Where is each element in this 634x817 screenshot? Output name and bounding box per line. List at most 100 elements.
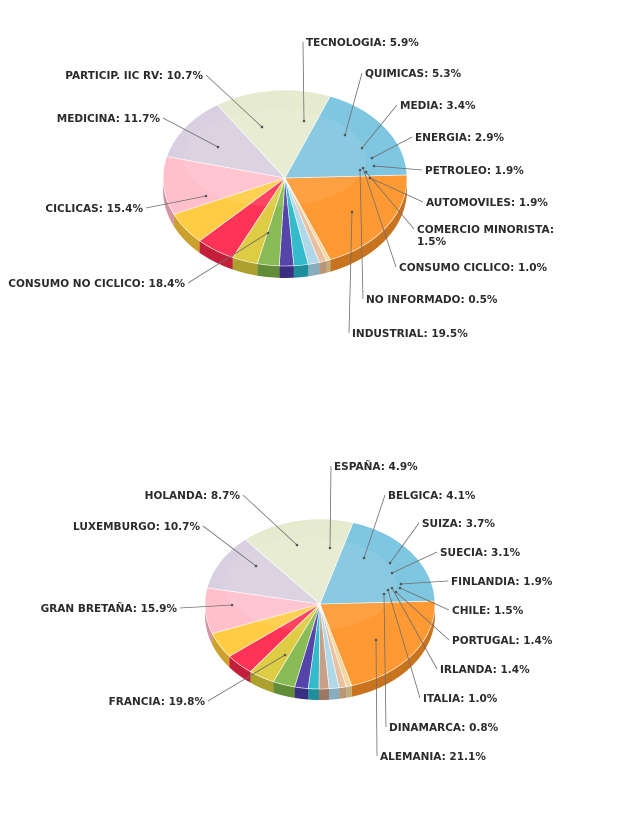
leader-dot-consumo-ciclico [361, 166, 365, 170]
leader-dot-gran-bretana [230, 603, 234, 607]
pie-side-italia [339, 686, 347, 699]
leader-dot-espana [328, 546, 332, 550]
leader-line-no-informado [359, 169, 364, 300]
data-label-quimicas: QUIMICAS: 5.3% [365, 68, 462, 80]
leader-line-alemania [375, 639, 378, 757]
leader-dot-particip-iic-rv [260, 125, 264, 129]
data-label-alemania: ALEMANIA: 21.1% [380, 751, 486, 763]
leader-dot-media [360, 146, 364, 150]
data-label-holanda: HOLANDA: 8.7% [145, 490, 241, 502]
leader-dot-suiza [388, 561, 392, 565]
data-label-espana: ESPAÑA: 4.9% [334, 460, 418, 473]
pie-side-no-informado [326, 259, 331, 273]
data-label-italia: ITALIA: 1.0% [423, 693, 498, 705]
pie-sides [163, 178, 407, 278]
leader-dot-no-informado [358, 168, 362, 172]
data-label-no-informado: NO INFORMADO: 0.5% [366, 294, 498, 306]
leader-dot-portugal [394, 590, 398, 594]
leader-dot-comercio-minorista [364, 170, 368, 174]
pie-side-espana [212, 633, 230, 668]
pie-side-suecia [273, 681, 295, 698]
leader-dot-consumo-no-ciclico [266, 231, 270, 235]
leader-dot-dinamarca [382, 592, 386, 596]
pie-side-tecnologia [173, 214, 200, 253]
pie-side-petroleo [279, 265, 294, 278]
leader-line-chile [399, 587, 450, 611]
pie-side-irlanda [329, 687, 340, 700]
leader-dot-chile [398, 586, 402, 590]
leader-line-luxemburgo [202, 525, 257, 567]
pie-side-media [232, 257, 258, 276]
leader-line-gran-bretana [179, 604, 233, 609]
data-label-comercio-minorista-line2: 1.5% [417, 236, 447, 248]
leader-dot-ciclicas [204, 194, 208, 198]
data-label-tecnologia: TECNOLOGIA: 5.9% [306, 37, 419, 49]
data-label-consumo-no-ciclico: CONSUMO NO CICLICO: 18.4% [8, 278, 185, 290]
data-label-particip-iic-rv: PARTICIP. IIC RV: 10.7% [65, 70, 203, 82]
pie-labels: ALEMANIA: 21.1% DINAMARCA: 0.8% ITALIA: 1.… [41, 460, 553, 763]
leader-line-suiza [389, 522, 420, 564]
leader-line-francia [207, 654, 286, 702]
data-label-consumo-ciclico: CONSUMO CICLICO: 1.0% [399, 262, 548, 274]
data-label-industrial: INDUSTRIAL: 19.5% [352, 328, 468, 340]
leader-line-dinamarca [383, 593, 387, 728]
leader-line-irlanda [391, 587, 438, 670]
leader-line-espana [329, 465, 332, 549]
data-label-petroleo: PETROLEO: 1.9% [425, 165, 524, 177]
data-label-gran-bretana: GRAN BRETAÑA: 15.9% [41, 602, 178, 615]
pie-slice-medicina [166, 104, 286, 179]
data-label-automoviles: AUTOMOVILES: 1.9% [426, 197, 548, 209]
data-label-suecia: SUECIA: 3.1% [440, 547, 521, 559]
pie-side-chile [308, 688, 319, 700]
leader-dot-holanda [295, 543, 299, 547]
data-label-luxemburgo: LUXEMBURGO: 10.7% [73, 521, 200, 533]
pie-side-industrial [330, 178, 407, 272]
leader-dot-francia [283, 653, 287, 657]
data-label-ciclicas: CICLICAS: 15.4% [45, 203, 143, 215]
pie-slices [204, 518, 436, 690]
pie-highlight [223, 537, 397, 631]
pie-slice-luxemburgo [206, 539, 321, 605]
leader-line-portugal [395, 591, 450, 641]
data-label-suiza: SUIZA: 3.7% [422, 518, 495, 530]
leader-dot-industrial [350, 210, 354, 214]
pie-side-comercio-minorista [308, 262, 320, 277]
leader-line-media [361, 104, 398, 149]
pie-side-automoviles [293, 264, 309, 278]
pie-side-alemania [351, 604, 435, 697]
pie-side-holanda [205, 604, 213, 645]
pie-side-portugal [318, 688, 330, 701]
leader-line-italia [387, 589, 421, 699]
pie-side-quimicas [199, 240, 233, 270]
pie-side-suiza [250, 671, 274, 693]
leader-line-belgica [363, 494, 386, 559]
pie-slice-consumo-no-ciclico [284, 95, 408, 179]
leader-line-quimicas [344, 72, 363, 136]
leader-dot-suecia [390, 571, 394, 575]
pie-slice-particip-iic-rv [162, 156, 286, 215]
data-label-portugal: PORTUGAL: 1.4% [452, 635, 553, 647]
leader-line-medicina [162, 117, 219, 148]
leader-dot-irlanda [390, 586, 394, 590]
data-label-chile: CHILE: 1.5% [452, 605, 524, 617]
pie-sides [205, 604, 435, 701]
leader-line-consumo-no-ciclico [187, 232, 269, 284]
data-label-energia: ENERGIA: 2.9% [415, 132, 505, 144]
leader-dot-italia [386, 588, 390, 592]
leader-dot-belgica [362, 556, 366, 560]
data-label-comercio-minorista-line1: COMERCIO MINORISTA: [417, 224, 554, 236]
leader-dot-finlandia [399, 582, 403, 586]
leader-line-consumo-ciclico [362, 167, 397, 268]
pie-slice-industrial [284, 174, 408, 261]
data-label-francia: FRANCIA: 19.8% [109, 696, 206, 708]
leader-line-automoviles [369, 177, 424, 203]
leader-dot-alemania [374, 638, 378, 642]
data-label-irlanda: IRLANDA: 1.4% [440, 664, 530, 676]
data-label-finlandia: FINLANDIA: 1.9% [451, 576, 553, 588]
pie-chart-sectors: INDUSTRIAL: 19.5% NO INFORMADO: 0.5% CONSU… [8, 37, 554, 340]
pie-side-energia [257, 263, 280, 278]
pie-labels: INDUSTRIAL: 19.5% NO INFORMADO: 0.5% CONSU… [8, 37, 554, 340]
leader-line-ciclicas [145, 195, 207, 209]
pie-chart-countries: ALEMANIA: 21.1% DINAMARCA: 0.8% ITALIA: 1.… [41, 460, 553, 763]
